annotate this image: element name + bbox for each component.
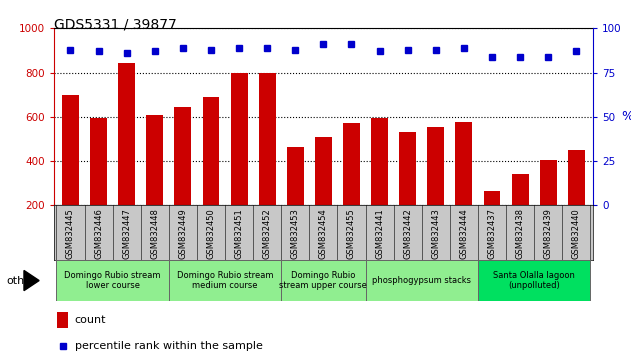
Text: GSM832448: GSM832448 <box>150 208 159 259</box>
Text: GSM832438: GSM832438 <box>516 208 524 259</box>
Text: GSM832455: GSM832455 <box>347 208 356 259</box>
Text: Domingo Rubio stream
medium course: Domingo Rubio stream medium course <box>177 271 273 290</box>
Text: GSM832437: GSM832437 <box>488 208 497 259</box>
Text: GSM832453: GSM832453 <box>291 208 300 259</box>
Bar <box>343 124 360 250</box>
Text: GSM832441: GSM832441 <box>375 208 384 259</box>
Text: GSM832450: GSM832450 <box>206 208 216 259</box>
Text: GSM832445: GSM832445 <box>66 208 75 259</box>
Bar <box>118 63 135 250</box>
Bar <box>56 260 169 301</box>
Text: phosphogypsum stacks: phosphogypsum stacks <box>372 276 471 285</box>
Text: GSM832452: GSM832452 <box>262 208 272 259</box>
Text: GDS5331 / 39877: GDS5331 / 39877 <box>54 18 177 32</box>
Text: GSM832440: GSM832440 <box>572 208 581 259</box>
Text: GSM832444: GSM832444 <box>459 208 468 259</box>
Bar <box>371 118 388 250</box>
Bar <box>62 95 79 250</box>
Bar <box>231 73 247 250</box>
Bar <box>90 118 107 250</box>
Bar <box>174 107 191 250</box>
Bar <box>456 122 473 250</box>
Bar <box>427 127 444 250</box>
Text: GSM832443: GSM832443 <box>431 208 440 259</box>
Bar <box>146 115 163 250</box>
Bar <box>281 260 365 301</box>
Polygon shape <box>24 270 39 291</box>
Bar <box>483 191 500 250</box>
Bar <box>57 312 68 329</box>
Text: GSM832454: GSM832454 <box>319 208 328 259</box>
Bar <box>315 137 332 250</box>
Bar <box>287 147 304 250</box>
Text: other: other <box>6 275 36 286</box>
Bar <box>540 160 557 250</box>
Bar <box>259 73 276 250</box>
Text: Domingo Rubio stream
lower course: Domingo Rubio stream lower course <box>64 271 161 290</box>
Bar <box>568 150 585 250</box>
Text: GSM832442: GSM832442 <box>403 208 412 259</box>
Text: GSM832446: GSM832446 <box>94 208 103 259</box>
Text: GSM832451: GSM832451 <box>235 208 244 259</box>
Bar <box>478 260 591 301</box>
Text: Domingo Rubio
stream upper course: Domingo Rubio stream upper course <box>280 271 367 290</box>
Text: GSM832439: GSM832439 <box>544 208 553 259</box>
Text: percentile rank within the sample: percentile rank within the sample <box>74 341 262 351</box>
Text: GSM832449: GSM832449 <box>179 208 187 259</box>
Bar <box>203 97 220 250</box>
Text: Santa Olalla lagoon
(unpolluted): Santa Olalla lagoon (unpolluted) <box>493 271 575 290</box>
Text: count: count <box>74 315 106 325</box>
Bar <box>399 132 416 250</box>
Bar <box>365 260 478 301</box>
Bar <box>512 175 529 250</box>
Text: GSM832447: GSM832447 <box>122 208 131 259</box>
Bar <box>169 260 281 301</box>
Y-axis label: %: % <box>622 110 631 123</box>
